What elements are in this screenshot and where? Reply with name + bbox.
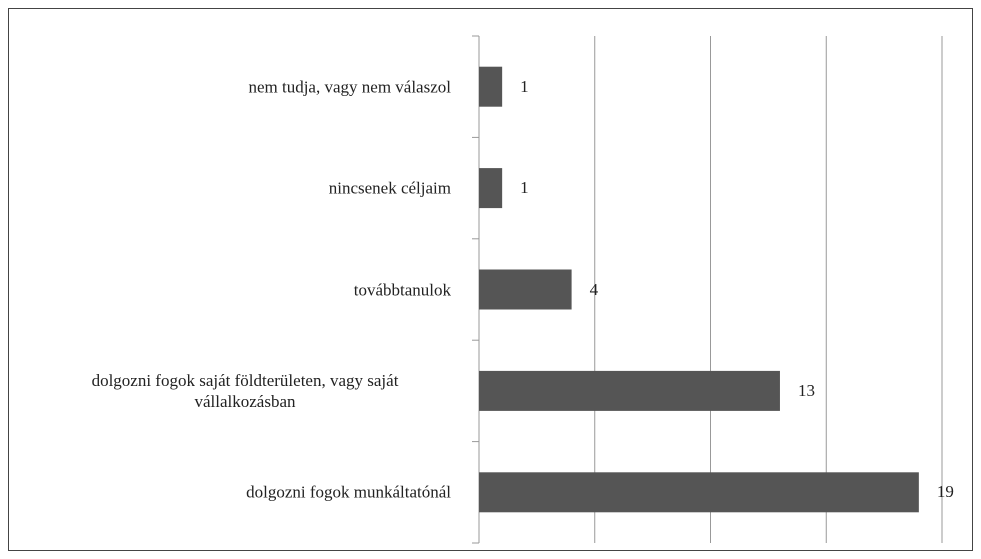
data-label: 19 <box>936 482 954 502</box>
bar <box>479 370 780 411</box>
data-label: 13 <box>797 380 815 400</box>
data-label: 1 <box>520 178 529 198</box>
y-tick-label: nem tudja, vagy nem válaszol <box>21 76 451 97</box>
label-text: továbbtanulok <box>353 280 451 299</box>
y-tick-label: dolgozni fogok munkáltatónál <box>21 482 451 503</box>
label-text: nincsenek céljaim <box>328 178 451 198</box>
label-text: nem tudja, vagy nem válaszol <box>248 77 451 97</box>
label-text: dolgozni fogok munkáltatónál <box>246 482 451 502</box>
chart-frame <box>8 8 973 551</box>
y-tick-label: nincsenek céljaim <box>21 178 451 199</box>
bar <box>479 168 503 209</box>
data-label: 4 <box>589 279 599 299</box>
bar <box>479 269 572 310</box>
y-tick-label: dolgozni fogok saját földterületen, vagy… <box>21 370 451 412</box>
bar <box>479 472 919 513</box>
bar <box>479 66 503 107</box>
data-label: 1 <box>520 76 529 96</box>
y-tick-label: továbbtanulok <box>21 279 451 300</box>
label-text: dolgozni fogok saját földterületen, vagy… <box>91 370 399 411</box>
